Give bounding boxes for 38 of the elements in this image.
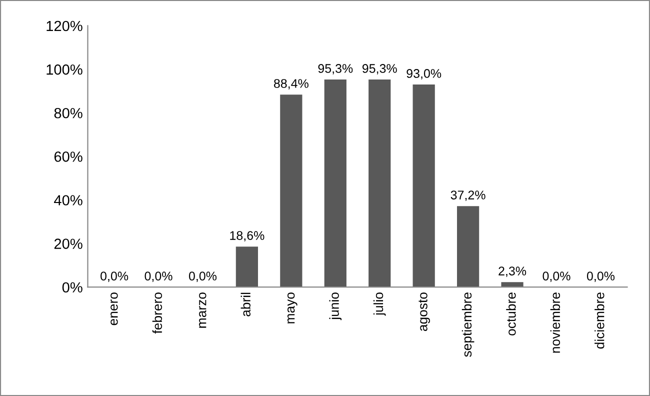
data-label: 0,0% [144, 272, 172, 282]
x-tick-label: agosto [418, 292, 430, 332]
data-label: 93,0% [406, 69, 442, 80]
y-tick-label: 40% [54, 195, 82, 206]
bar [324, 80, 346, 288]
x-tick-label: diciembre [594, 292, 604, 349]
data-label: 0,0% [586, 272, 615, 282]
data-label: 37,2% [450, 190, 486, 201]
y-tick-label: 120% [46, 20, 82, 32]
y-tick-label: 60% [54, 152, 82, 162]
x-tick-label: febrero [152, 292, 162, 334]
data-label: 2,3% [498, 266, 526, 277]
bar [457, 206, 480, 288]
x-tick-label: mayo [287, 292, 298, 324]
bar [412, 84, 435, 288]
data-label: 95,3% [318, 64, 353, 74]
data-label: 88,4% [274, 79, 308, 90]
data-label: 95,3% [362, 64, 397, 74]
x-tick-label: abril [240, 292, 250, 316]
bar [368, 80, 391, 288]
x-tick-label: enero [110, 292, 118, 326]
x-tick-label: junio [329, 292, 342, 320]
data-label: 0,0% [188, 272, 217, 282]
x-tick-label: septiembre [462, 292, 474, 357]
x-tick-label: marzo [199, 292, 206, 328]
x-tick-label: octubre [506, 292, 516, 336]
y-tick-label: 100% [46, 64, 82, 75]
bar [280, 94, 302, 288]
data-label: 0,0% [100, 272, 128, 282]
bar [501, 282, 524, 288]
x-tick-label: noviembre [550, 292, 560, 353]
x-tick-label: julio [373, 292, 386, 316]
bar [236, 246, 258, 288]
data-label: 0,0% [542, 272, 570, 282]
y-tick-label: 0% [62, 282, 82, 293]
y-tick-label: 80% [54, 108, 82, 118]
data-label: 18,6% [230, 231, 264, 242]
y-tick-label: 20% [54, 238, 82, 249]
